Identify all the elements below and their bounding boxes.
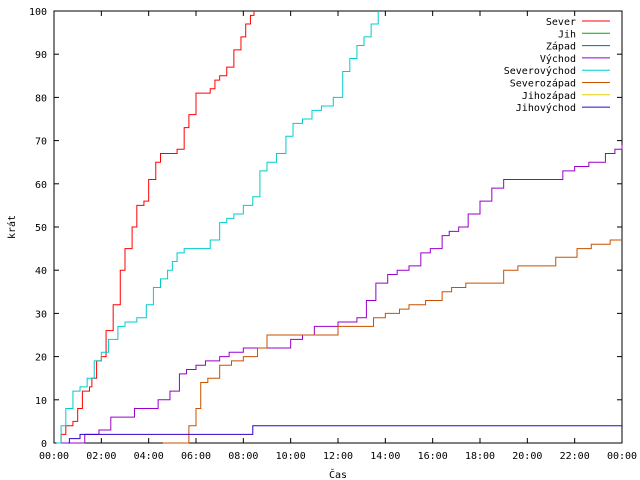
y-tick-label: 60 <box>35 180 47 191</box>
legend-label: Sever <box>546 17 576 28</box>
series-line <box>68 425 622 444</box>
x-axis: 00:00 02:00 04:00 06:00 08:00 10:00 12:00 14:00… <box>39 11 637 462</box>
legend-label: Jihozápad <box>522 90 576 102</box>
legend-label: Jihovýchod <box>516 102 576 114</box>
legend: SeverJihZápadVýchodSeverovýchodSeverozáp… <box>504 17 610 114</box>
legend-label: Jih <box>558 29 576 40</box>
y-tick-label: 50 <box>35 223 47 234</box>
series-line <box>162 239 622 444</box>
x-tick-label: 08:00 <box>228 451 258 462</box>
y-tick-label: 10 <box>35 396 47 407</box>
x-axis-title: Čas <box>329 468 347 480</box>
y-tick-label: 70 <box>35 137 47 148</box>
y-tick-label: 20 <box>35 353 47 364</box>
series-line <box>61 144 623 444</box>
legend-label: Západ <box>546 41 576 53</box>
x-tick-label: 22:00 <box>560 451 590 462</box>
x-tick-label: 06:00 <box>181 451 211 462</box>
y-tick-label: 30 <box>35 309 47 320</box>
y-tick-label: 100 <box>29 7 47 18</box>
x-tick-label: 20:00 <box>512 451 542 462</box>
y-tick-label: 80 <box>35 93 47 104</box>
series-layer <box>56 11 623 444</box>
x-tick-label: 10:00 <box>276 451 306 462</box>
legend-label: Východ <box>540 53 576 65</box>
legend-label: Severovýchod <box>504 65 576 77</box>
x-tick-label: 02:00 <box>86 451 116 462</box>
plot-area <box>53 10 623 444</box>
x-tick-label: 18:00 <box>465 451 495 462</box>
y-axis-title: krát <box>6 215 18 239</box>
series-line <box>57 11 255 444</box>
legend-label: Severozápad <box>510 78 576 90</box>
y-tick-label: 40 <box>35 266 47 277</box>
x-tick-label: 04:00 <box>134 451 164 462</box>
x-tick-label: 00:00 <box>39 451 69 462</box>
y-axis: 0 10 20 30 40 50 60 70 80 90 100 <box>29 7 622 450</box>
x-tick-label: 12:00 <box>323 451 353 462</box>
x-tick-label: 00:00 <box>607 451 637 462</box>
x-tick-label: 14:00 <box>370 451 400 462</box>
series-line <box>56 11 379 444</box>
x-tick-label: 16:00 <box>418 451 448 462</box>
y-tick-label: 0 <box>41 439 47 450</box>
y-tick-label: 90 <box>35 50 47 61</box>
